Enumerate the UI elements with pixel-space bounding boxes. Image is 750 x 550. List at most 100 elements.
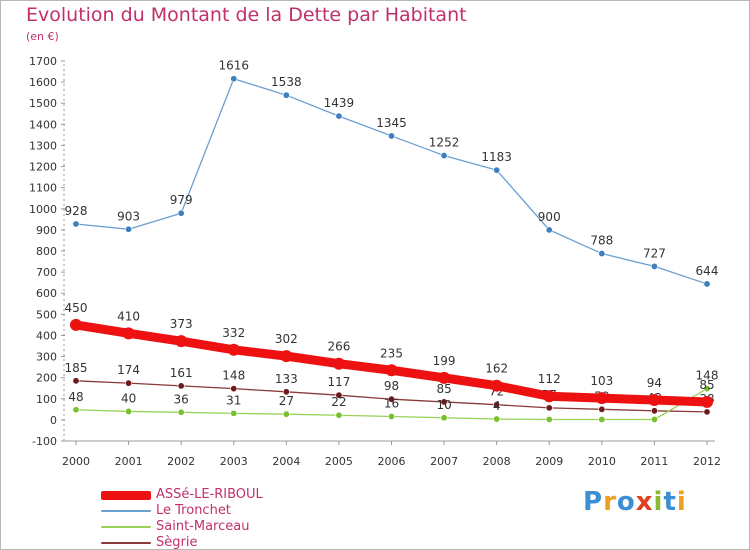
data-label-le-tronchet: 1616 (218, 59, 249, 73)
y-tick-label: 200 (36, 372, 57, 385)
data-label-le-tronchet: 1538 (271, 75, 302, 89)
y-tick-label: 1700 (29, 55, 57, 68)
data-point-ass-le-riboul (385, 364, 398, 377)
data-label-le-tronchet: 727 (643, 246, 666, 260)
data-point-saint-marceau (72, 406, 80, 414)
y-tick-label: 600 (36, 287, 57, 300)
data-label-saint-marceau: 16 (384, 397, 399, 411)
y-tick-label: 400 (36, 329, 57, 342)
y-tick-label: -100 (32, 435, 57, 448)
data-point-le-tronchet (230, 75, 238, 83)
y-tick-label: 300 (36, 351, 57, 364)
data-point-s-grie (440, 398, 448, 406)
data-label-le-tronchet: 644 (696, 264, 719, 278)
logo-letter: x (635, 487, 654, 517)
data-label-saint-marceau: 148 (696, 369, 719, 383)
data-point-s-grie (703, 408, 711, 416)
data-point-ass-le-riboul (280, 350, 293, 363)
data-point-saint-marceau (598, 415, 606, 423)
data-point-saint-marceau (493, 415, 501, 423)
data-label-saint-marceau: 27 (279, 394, 294, 408)
data-point-s-grie (545, 404, 553, 412)
data-point-ass-le-riboul (175, 335, 188, 348)
data-label-saint-marceau: 31 (226, 393, 241, 407)
y-tick-label: 1100 (29, 182, 57, 195)
x-tick-label: 2012 (693, 455, 721, 468)
legend-swatch-le-tronchet (101, 510, 151, 512)
data-label-ass-le-riboul: 450 (65, 301, 88, 315)
legend-swatch-s-grie (101, 542, 151, 544)
data-label-s-grie: 98 (384, 379, 399, 393)
data-point-ass-le-riboul (490, 379, 503, 392)
data-label-s-grie: 174 (117, 363, 140, 377)
data-label-s-grie: 185 (65, 361, 88, 375)
x-tick-label: 2009 (535, 455, 563, 468)
data-point-s-grie (493, 401, 501, 409)
data-point-saint-marceau (335, 411, 343, 419)
data-label-le-tronchet: 1252 (429, 136, 460, 150)
data-point-s-grie (598, 405, 606, 413)
data-point-ass-le-riboul (332, 357, 345, 370)
data-label-saint-marceau: 48 (68, 390, 83, 404)
data-label-ass-le-riboul: 85 (699, 378, 714, 392)
data-point-saint-marceau (230, 409, 238, 417)
legend-swatch-ass-le-riboul (101, 490, 151, 500)
logo-letter: t (663, 487, 677, 517)
data-label-ass-le-riboul: 410 (117, 309, 140, 323)
y-tick-label: 1500 (29, 97, 57, 110)
data-label-saint-marceau: 22 (331, 395, 346, 409)
data-label-saint-marceau: 10 (436, 398, 451, 412)
data-point-saint-marceau (703, 385, 711, 393)
x-tick-label: 2010 (588, 455, 616, 468)
data-point-ass-le-riboul (595, 392, 608, 405)
data-point-le-tronchet (282, 91, 290, 99)
x-tick-label: 2005 (325, 455, 353, 468)
data-point-saint-marceau (177, 408, 185, 416)
data-point-ass-le-riboul (701, 395, 713, 408)
data-point-ass-le-riboul (70, 318, 82, 331)
proxiti-logo: Proxiti (583, 487, 687, 517)
y-tick-label: 1300 (29, 139, 57, 152)
y-tick-label: 1000 (29, 203, 57, 216)
data-label-s-grie: 133 (275, 372, 298, 386)
data-point-s-grie (650, 407, 658, 415)
data-label-ass-le-riboul: 103 (590, 374, 613, 388)
data-label-ass-le-riboul: 112 (538, 372, 561, 386)
data-label-le-tronchet: 788 (590, 234, 613, 248)
x-tick-label: 2002 (167, 455, 195, 468)
data-point-s-grie (335, 391, 343, 399)
data-point-s-grie (177, 382, 185, 390)
legend-swatch-saint-marceau (101, 526, 151, 528)
data-label-ass-le-riboul: 94 (647, 376, 662, 390)
data-point-le-tronchet (72, 220, 80, 228)
data-label-le-tronchet: 928 (65, 204, 88, 218)
data-label-le-tronchet: 900 (538, 210, 561, 224)
y-tick-label: 700 (36, 266, 57, 279)
data-point-ass-le-riboul (122, 327, 135, 340)
data-point-le-tronchet (598, 250, 606, 258)
logo-letter: o (616, 487, 636, 517)
y-tick-label: 800 (36, 245, 57, 258)
x-tick-label: 2001 (115, 455, 143, 468)
x-tick-label: 2000 (62, 455, 90, 468)
data-label-le-tronchet: 903 (117, 209, 140, 223)
data-point-le-tronchet (650, 262, 658, 270)
data-label-ass-le-riboul: 199 (433, 354, 456, 368)
data-label-s-grie: 85 (436, 382, 451, 396)
logo-letter: r (603, 487, 617, 517)
data-point-le-tronchet (335, 112, 343, 120)
data-point-s-grie (387, 395, 395, 403)
data-point-le-tronchet (387, 132, 395, 140)
data-point-ass-le-riboul (543, 390, 556, 403)
logo-letter: P (583, 487, 604, 517)
data-point-le-tronchet (493, 166, 501, 174)
data-point-le-tronchet (545, 226, 553, 234)
data-point-s-grie (125, 379, 133, 387)
data-point-ass-le-riboul (227, 343, 240, 356)
data-point-saint-marceau (125, 407, 133, 415)
x-tick-label: 2003 (220, 455, 248, 468)
x-tick-label: 2006 (378, 455, 406, 468)
data-label-saint-marceau: 40 (121, 391, 136, 405)
data-label-s-grie: 117 (327, 375, 350, 389)
data-label-saint-marceau: 36 (174, 392, 189, 406)
